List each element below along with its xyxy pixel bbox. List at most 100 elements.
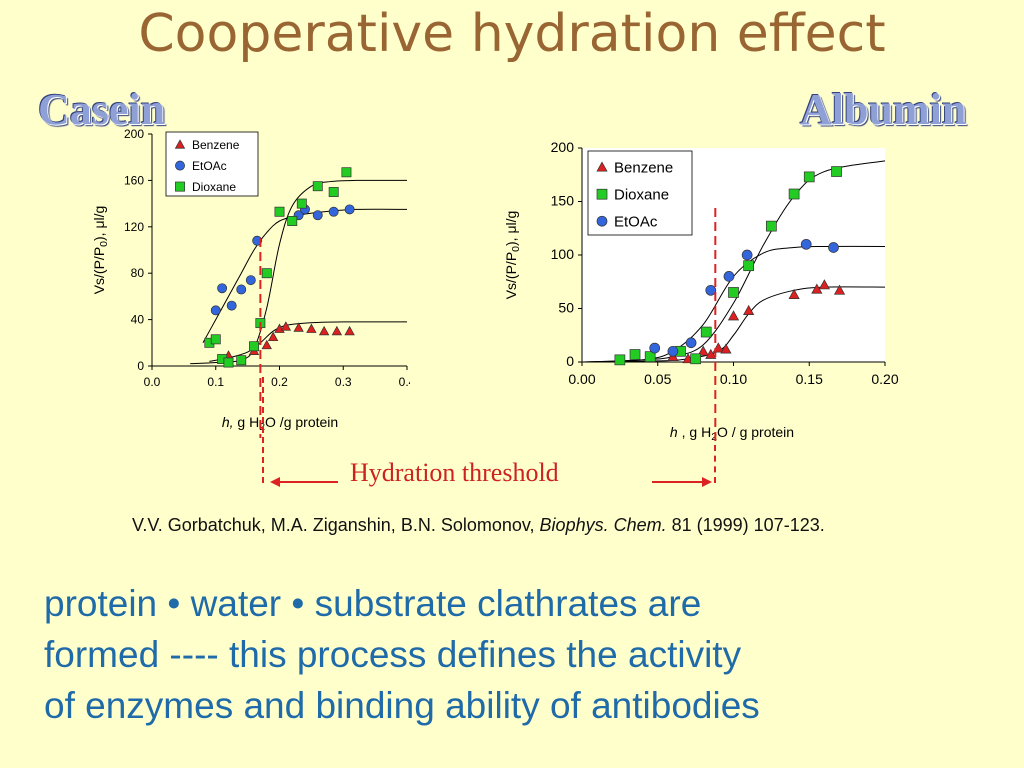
albumin-point-dioxane [831,166,842,177]
albumin-xtick-label: 0.10 [720,371,747,387]
albumin-point-etoac [667,345,679,357]
casein-fit-benzene [209,321,408,362]
casein-ylabel: Vs/(P/P0), μl/g [91,206,110,295]
albumin-ytick-label: 0 [566,353,574,369]
casein-legend-label: Benzene [192,138,240,152]
albumin-point-dioxane [743,260,754,272]
albumin-ytick-label: 100 [551,246,575,262]
casein-legend-marker-benzene [174,139,186,149]
casein-point-dioxane [210,334,221,345]
albumin-point-dioxane [728,287,739,298]
casein-legend-label: EtOAc [192,159,227,173]
casein-svg: 040801201602000.00.10.20.30.4BenzeneEtOA… [91,127,416,438]
albumin-legend-marker-benzene [596,161,608,172]
left-arrow-head [270,477,280,487]
albumin-point-benzene [743,304,755,315]
casein-point-dioxane [249,341,259,352]
casein-point-etoac [312,210,323,221]
casein-threshold-line [262,377,264,483]
casein-point-etoac [344,204,355,215]
albumin-point-etoac [800,238,812,250]
casein-point-dioxane [312,181,323,192]
albumin-label: Albumin [800,85,967,134]
casein-ytick-label: 200 [124,127,144,141]
casein-chart: 040801201602000.00.10.20.30.4BenzeneEtOA… [90,118,416,443]
casein-point-benzene [344,325,355,336]
albumin-legend-label: Benzene [614,160,673,177]
casein-point-dioxane [274,206,285,217]
albumin-point-benzene [788,288,800,299]
citation-journal: Biophys. Chem. [539,515,667,535]
albumin-point-dioxane [803,171,815,183]
citation-details: 81 (1999) 107-123. [666,515,825,535]
albumin-threshold-line [714,445,716,483]
albumin-xtick-label: 0.20 [871,371,898,387]
albumin-point-dioxane [690,353,701,365]
casein-xtick-label: 0.2 [271,375,288,389]
casein-legend-marker-dioxane [175,181,185,192]
casein-point-benzene [318,325,330,336]
citation-authors: V.V. Gorbatchuk, M.A. Ziganshin, B.N. So… [132,515,540,535]
casein-point-etoac [236,284,247,295]
albumin-point-benzene [727,310,740,321]
right-arrow-head [702,477,712,487]
albumin-point-etoac [649,342,661,354]
statement-line-3: of enzymes and binding ability of antibo… [44,685,760,726]
casein-point-dioxane [296,198,307,209]
albumin-point-dioxane [644,351,656,362]
casein-legend-marker-etoac [175,160,185,171]
albumin-xtick-label: 0.15 [796,371,823,387]
casein-xtick-label: 0.0 [144,375,161,389]
albumin-chart: 0 50 100 150 200 0.00 0.05 0.10 0.15 0.20 Benzene D… [496,130,906,450]
albumin-ytick-label: 50 [558,300,574,316]
casein-label: Casein [38,85,166,134]
casein-point-dioxane [287,216,298,226]
albumin-legend-label: Dioxane [614,187,669,204]
albumin-xlabel: h , g H2O / g protein [670,424,794,443]
albumin-point-benzene [697,345,709,356]
casein-fit-dioxane [190,179,408,365]
casein-point-etoac [328,206,339,217]
casein-xtick-label: 0.1 [207,375,224,389]
albumin-point-dioxane [788,188,800,200]
casein-point-dioxane [328,187,339,197]
casein-point-benzene [267,331,279,342]
casein-ytick-label: 0 [137,359,144,373]
casein-point-dioxane [223,357,234,368]
albumin-legend-label: EtOAc [614,214,658,231]
casein-ytick-label: 40 [131,313,145,327]
albumin-svg: 0 50 100 150 200 0.00 0.05 0.10 0.15 0.20 Benzene D… [503,139,899,445]
statement-line-1: protein • water • substrate clathrates a… [44,583,702,624]
albumin-ytick-label: 200 [551,139,575,155]
casein-xtick-label: 0.3 [335,375,352,389]
albumin-point-etoac [828,242,839,253]
albumin-point-etoac [723,271,735,282]
albumin-point-benzene [833,284,846,295]
casein-legend-label: Dioxane [192,180,236,194]
casein-point-etoac [210,305,221,316]
statement-line-2: formed ---- this process defines the act… [44,634,742,675]
casein-ytick-label: 160 [124,173,144,187]
casein-point-benzene [280,321,292,331]
albumin-legend-marker-etoac [596,215,608,227]
albumin-xtick-label: 0.05 [644,371,671,387]
albumin-ytick-label: 150 [551,193,575,209]
casein-point-dioxane [236,355,247,366]
casein-point-benzene [331,325,343,336]
casein-point-dioxane [341,167,352,178]
albumin-point-benzene [705,348,717,359]
albumin-point-etoac [741,249,753,261]
casein-point-etoac [245,275,256,286]
hydration-threshold-label: Hydration threshold [350,458,559,487]
casein-point-benzene [261,339,272,350]
casein-point-etoac [217,283,228,294]
albumin-point-etoac [705,284,717,296]
albumin-point-dioxane [700,326,712,338]
slide-title: Cooperative hydration effect [138,4,886,64]
citation: V.V. Gorbatchuk, M.A. Ziganshin, B.N. So… [132,512,932,538]
summary-statement: protein • water • substrate clathrates a… [44,578,1004,731]
casein-point-benzene [306,323,317,333]
albumin-point-benzene [720,343,732,354]
albumin-point-benzene [818,279,830,290]
